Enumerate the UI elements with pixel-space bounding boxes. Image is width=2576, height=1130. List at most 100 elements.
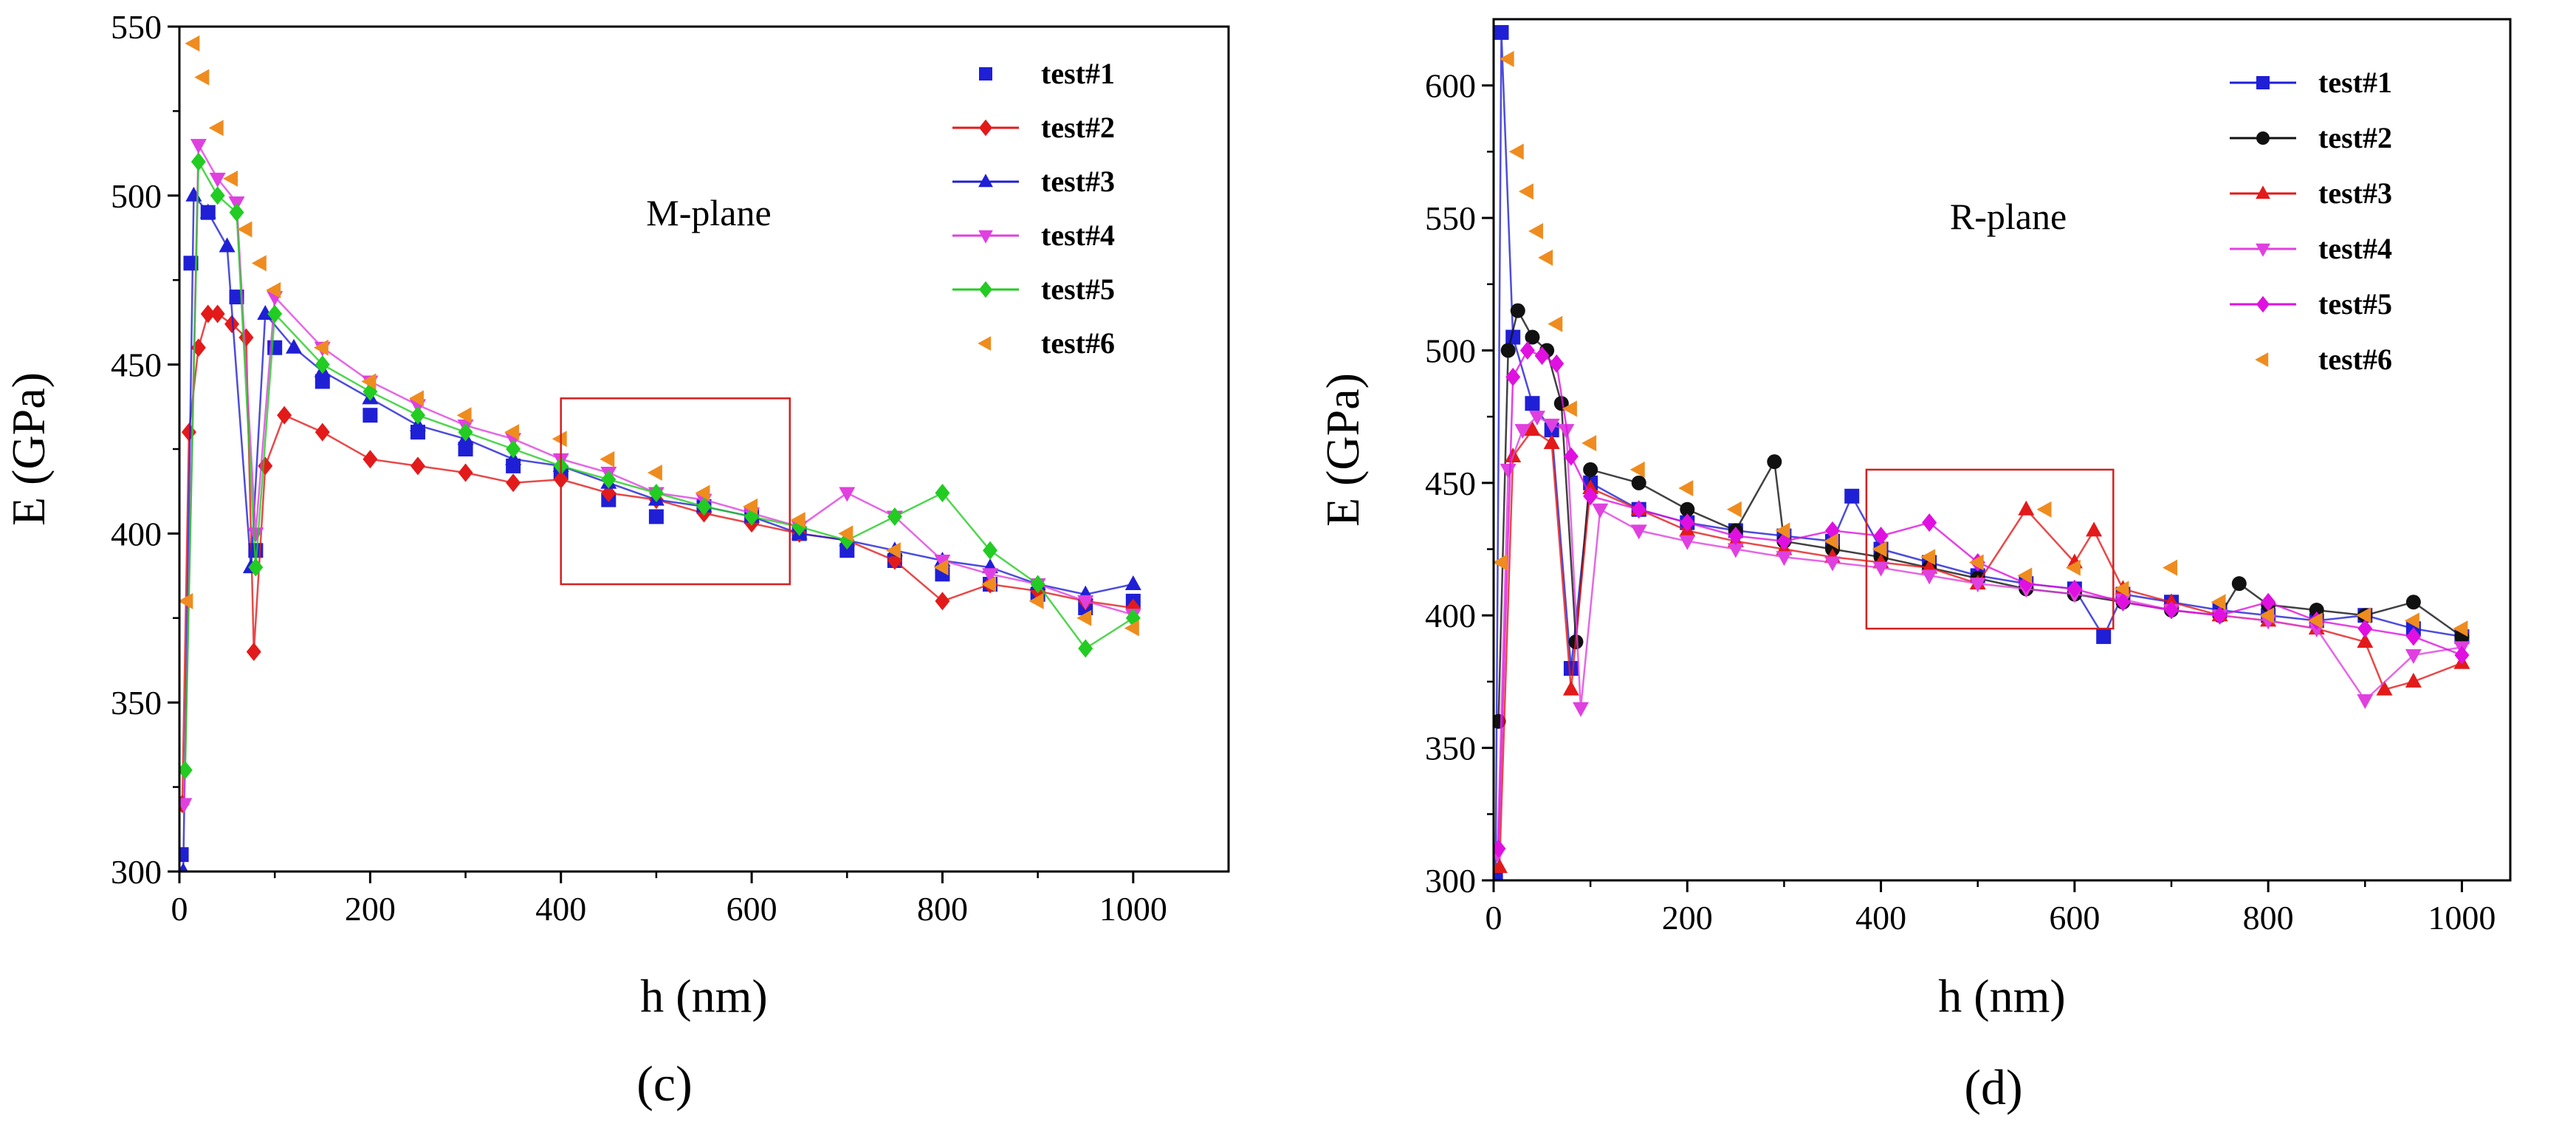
data-point	[933, 559, 949, 576]
data-point	[790, 512, 806, 529]
legend-label: test#2	[2318, 121, 2392, 154]
data-point	[838, 525, 853, 542]
data-point	[315, 374, 330, 389]
data-point	[2357, 633, 2374, 648]
data-point	[1573, 702, 1590, 717]
data-point	[506, 473, 521, 493]
data-point	[1505, 367, 1521, 386]
data-point	[209, 172, 226, 188]
data-point	[361, 373, 377, 390]
data-point	[1728, 527, 1743, 546]
data-point	[248, 558, 264, 577]
data-point	[1969, 578, 1986, 593]
data-point	[1514, 424, 1531, 439]
legend-entry: test#6	[978, 326, 1115, 360]
data-point	[200, 304, 216, 323]
series-line	[1497, 349, 2462, 849]
data-point	[190, 152, 206, 171]
data-point	[1872, 561, 1889, 577]
data-point	[983, 541, 998, 560]
legend-label: test#5	[2318, 287, 2392, 321]
series-test6	[1494, 50, 2468, 637]
legend-label: test#3	[1041, 165, 1115, 198]
series-test5	[1494, 340, 2470, 858]
legend-entry: test#1	[2230, 66, 2392, 99]
data-point	[1124, 620, 1139, 637]
x-tick-label: 600	[727, 890, 777, 928]
y-tick-label: 500	[111, 177, 162, 215]
data-point	[2115, 592, 2131, 612]
legend-marker	[2256, 131, 2270, 145]
data-point	[1494, 554, 1508, 571]
legend-marker	[2256, 243, 2270, 257]
panel-d: 0 200 400 600 800 1000 300 350 400 450 500 550 600 h …	[1316, 18, 2512, 1115]
data-point	[1124, 575, 1141, 591]
legend: test#1 test#2 test#3 test#4 test#5 test#6	[2230, 66, 2392, 376]
x-tick-label: 200	[1662, 899, 1713, 936]
data-point	[456, 407, 472, 424]
x-tick-label: 400	[535, 890, 586, 928]
y-tick-label: 350	[111, 684, 162, 722]
data-point	[1872, 541, 1887, 558]
data-point	[210, 304, 225, 323]
y-tick-label: 550	[1425, 199, 1476, 237]
x-tick-label: 200	[345, 890, 396, 928]
data-point	[935, 483, 950, 502]
data-point	[2404, 612, 2419, 629]
data-point	[1678, 480, 1694, 497]
series-line	[182, 193, 1134, 872]
legend-entry: test#2	[952, 111, 1115, 144]
data-point	[1494, 858, 1508, 874]
data-point	[1494, 839, 1506, 858]
data-point	[229, 203, 244, 222]
data-point	[238, 328, 254, 347]
data-point	[1775, 522, 1790, 539]
data-point	[183, 256, 199, 271]
data-point	[839, 543, 855, 558]
y-tick-label: 300	[1425, 862, 1476, 900]
data-point	[506, 439, 521, 459]
legend-entry: test#1	[979, 57, 1115, 90]
data-point	[2096, 629, 2112, 644]
data-point	[1776, 551, 1793, 566]
data-point	[601, 470, 616, 489]
data-point	[982, 568, 999, 583]
series-test6	[179, 35, 1139, 637]
data-point	[410, 405, 425, 425]
legend-label: test#1	[1041, 57, 1115, 90]
data-point	[1581, 435, 1597, 452]
panel-c: 0 200 400 600 800 1000 300 350 400 450 500 550 h (nm…	[2, 8, 1230, 1112]
legend-marker	[978, 174, 993, 188]
data-point	[251, 255, 267, 272]
data-point	[1543, 434, 1560, 450]
data-point	[185, 35, 200, 52]
data-point	[2309, 603, 2324, 618]
legend-marker	[978, 230, 993, 244]
legend-marker	[2256, 185, 2270, 199]
data-point	[2086, 521, 2103, 537]
x-tick-label: 400	[1855, 899, 1906, 936]
data-point	[2065, 559, 2081, 576]
x-axis-title: h (nm)	[640, 970, 767, 1022]
panel-label: (c)	[636, 1055, 692, 1112]
legend-label: test#6	[2318, 343, 2392, 376]
y-tick-label: 300	[111, 853, 162, 891]
x-tick-label: 1000	[2428, 899, 2496, 936]
y-tick-label: 600	[1425, 67, 1476, 105]
data-point	[1538, 249, 1553, 266]
plot-frame	[1492, 18, 2512, 882]
data-point	[2259, 607, 2275, 624]
y-tick-label: 350	[1425, 730, 1476, 767]
y-tick-label: 400	[111, 515, 162, 552]
data-point	[885, 542, 901, 559]
data-point	[1500, 343, 1516, 358]
data-point	[600, 451, 615, 468]
plot-area	[1494, 24, 2470, 880]
data-point	[1525, 329, 1540, 345]
data-point	[2405, 649, 2422, 665]
data-point	[1726, 501, 1742, 518]
plot-frame	[178, 25, 1230, 873]
y-tick-label: 500	[1425, 332, 1476, 369]
data-point	[1680, 501, 1695, 517]
